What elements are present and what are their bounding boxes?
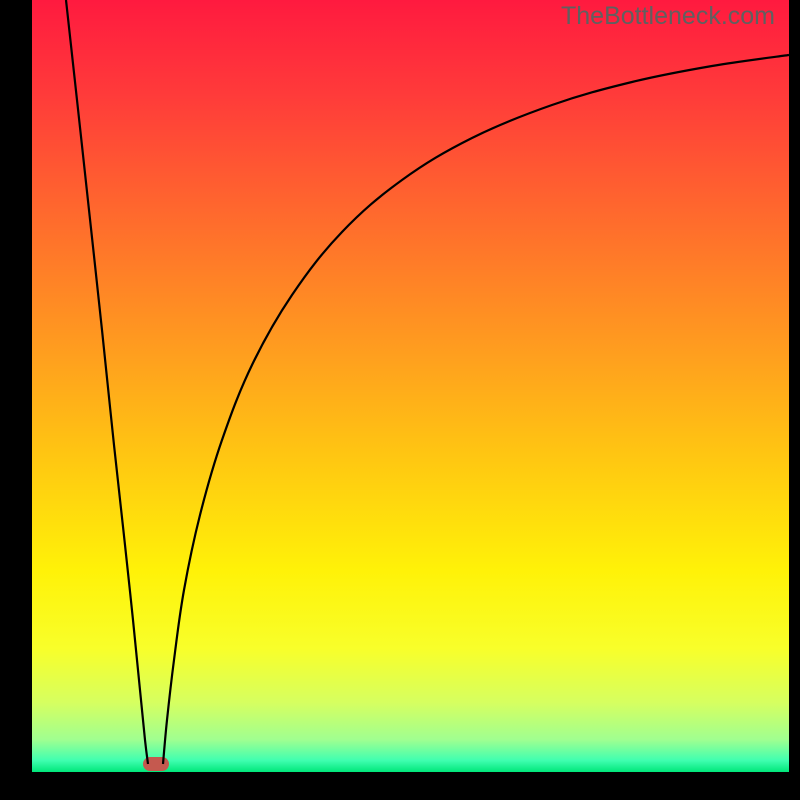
watermark-text: TheBottleneck.com	[561, 2, 775, 31]
curve-right-branch	[163, 55, 789, 764]
plot-area: TheBottleneck.com	[32, 0, 789, 772]
bottleneck-curves	[32, 0, 789, 772]
curve-left-branch	[66, 0, 148, 764]
